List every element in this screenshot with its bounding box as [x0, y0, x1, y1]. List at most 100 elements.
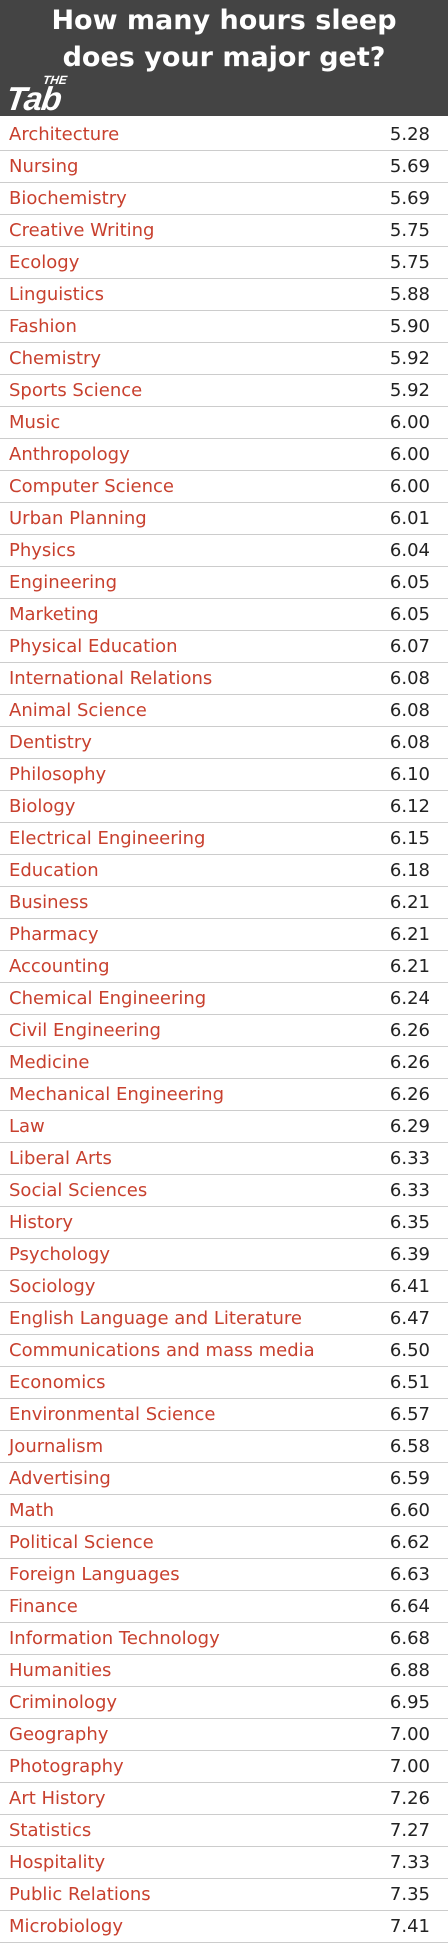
major-label: Environmental Science: [9, 1404, 216, 1425]
hours-value: 5.92: [389, 348, 430, 369]
major-label: Chemical Engineering: [9, 988, 207, 1009]
table-row: Sports Science 5.92: [0, 375, 448, 407]
table-row: Architecture 5.28: [0, 119, 448, 151]
hours-value: 6.29: [389, 1116, 430, 1137]
hours-value: 6.47: [389, 1308, 430, 1329]
major-label: Social Sciences: [9, 1180, 148, 1201]
major-label: Art History: [9, 1788, 106, 1809]
hours-value: 6.59: [389, 1468, 430, 1489]
table-row: Photography 7.00: [0, 1751, 448, 1783]
hours-value: 6.51: [389, 1372, 430, 1393]
table-row: Civil Engineering 6.26: [0, 1015, 448, 1047]
hours-value: 7.00: [389, 1756, 430, 1777]
major-label: Dentistry: [9, 732, 92, 753]
hours-value: 6.18: [389, 860, 430, 881]
hours-value: 6.08: [389, 700, 430, 721]
table-row: Communications and mass media 6.50: [0, 1335, 448, 1367]
table-row: Political Science 6.62: [0, 1527, 448, 1559]
hours-value: 6.04: [389, 540, 430, 561]
major-label: Hospitality: [9, 1852, 106, 1873]
major-label: Linguistics: [9, 284, 104, 305]
hours-value: 6.21: [389, 892, 430, 913]
hours-value: 5.92: [389, 380, 430, 401]
table-row: Computer Science 6.00: [0, 471, 448, 503]
major-label: Accounting: [9, 956, 110, 977]
table-row: Geography 7.00: [0, 1719, 448, 1751]
table-row: Engineering 6.05: [0, 567, 448, 599]
hours-value: 5.75: [389, 252, 430, 273]
major-label: Advertising: [9, 1468, 111, 1489]
major-label: Psychology: [9, 1244, 110, 1265]
major-label: Math: [9, 1500, 55, 1521]
hours-value: 6.57: [389, 1404, 430, 1425]
table-row: Chemistry 5.92: [0, 343, 448, 375]
major-label: Philosophy: [9, 764, 107, 785]
sleep-table: Architecture 5.28 Nursing 5.69 Biochemistry 5…: [0, 119, 448, 1943]
table-row: Biochemistry 5.69: [0, 183, 448, 215]
hours-value: 7.00: [389, 1724, 430, 1745]
table-row: Music 6.00: [0, 407, 448, 439]
hours-value: 6.58: [389, 1436, 430, 1457]
major-label: Finance: [9, 1596, 78, 1617]
table-row: Environmental Science 6.57: [0, 1399, 448, 1431]
table-row: Accounting 6.21: [0, 951, 448, 983]
table-row: Creative Writing 5.75: [0, 215, 448, 247]
svg-text:Tab: Tab: [6, 81, 64, 113]
major-label: Music: [9, 412, 61, 433]
major-label: Nursing: [9, 156, 79, 177]
major-label: Education: [9, 860, 99, 881]
hours-value: 5.28: [389, 124, 430, 145]
hours-value: 6.00: [389, 476, 430, 497]
table-row: Animal Science 6.08: [0, 695, 448, 727]
major-label: Mechanical Engineering: [9, 1084, 224, 1105]
table-row: Statistics 7.27: [0, 1815, 448, 1847]
svg-text:THE: THE: [42, 73, 69, 87]
the-tab-logo: THE Tab: [6, 73, 69, 113]
title-line-1: How many hours sleep: [51, 5, 397, 36]
table-row: Chemical Engineering 6.24: [0, 983, 448, 1015]
hours-value: 6.33: [389, 1180, 430, 1201]
chart-title: How many hours sleep does your major get…: [0, 2, 448, 76]
table-row: Information Technology 6.68: [0, 1623, 448, 1655]
hours-value: 6.63: [389, 1564, 430, 1585]
hours-value: 7.35: [389, 1884, 430, 1905]
major-label: Law: [9, 1116, 45, 1137]
hours-value: 7.33: [389, 1852, 430, 1873]
major-label: Creative Writing: [9, 220, 155, 241]
table-row: Pharmacy 6.21: [0, 919, 448, 951]
hours-value: 6.05: [389, 572, 430, 593]
major-label: Biology: [9, 796, 76, 817]
major-label: Geography: [9, 1724, 109, 1745]
major-label: Sociology: [9, 1276, 96, 1297]
hours-value: 5.69: [389, 156, 430, 177]
major-label: Medicine: [9, 1052, 90, 1073]
major-label: Humanities: [9, 1660, 112, 1681]
hours-value: 6.12: [389, 796, 430, 817]
hours-value: 5.90: [389, 316, 430, 337]
table-row: Psychology 6.39: [0, 1239, 448, 1271]
table-row: Mechanical Engineering 6.26: [0, 1079, 448, 1111]
hours-value: 7.27: [389, 1820, 430, 1841]
major-label: Sports Science: [9, 380, 143, 401]
hours-value: 6.10: [389, 764, 430, 785]
major-label: Civil Engineering: [9, 1020, 161, 1041]
hours-value: 6.21: [389, 956, 430, 977]
table-row: Public Relations 7.35: [0, 1879, 448, 1911]
hours-value: 7.41: [389, 1916, 430, 1937]
hours-value: 5.69: [389, 188, 430, 209]
hours-value: 6.95: [389, 1692, 430, 1713]
table-row: History 6.35: [0, 1207, 448, 1239]
table-row: Physical Education 6.07: [0, 631, 448, 663]
major-label: Urban Planning: [9, 508, 147, 529]
major-label: Chemistry: [9, 348, 102, 369]
hours-value: 6.24: [389, 988, 430, 1009]
table-row: Criminology 6.95: [0, 1687, 448, 1719]
major-label: Physics: [9, 540, 76, 561]
hours-value: 6.26: [389, 1052, 430, 1073]
hours-value: 6.08: [389, 668, 430, 689]
major-label: Microbiology: [9, 1916, 123, 1937]
table-row: Business 6.21: [0, 887, 448, 919]
major-label: Physical Education: [9, 636, 178, 657]
major-label: Economics: [9, 1372, 106, 1393]
hours-value: 6.68: [389, 1628, 430, 1649]
